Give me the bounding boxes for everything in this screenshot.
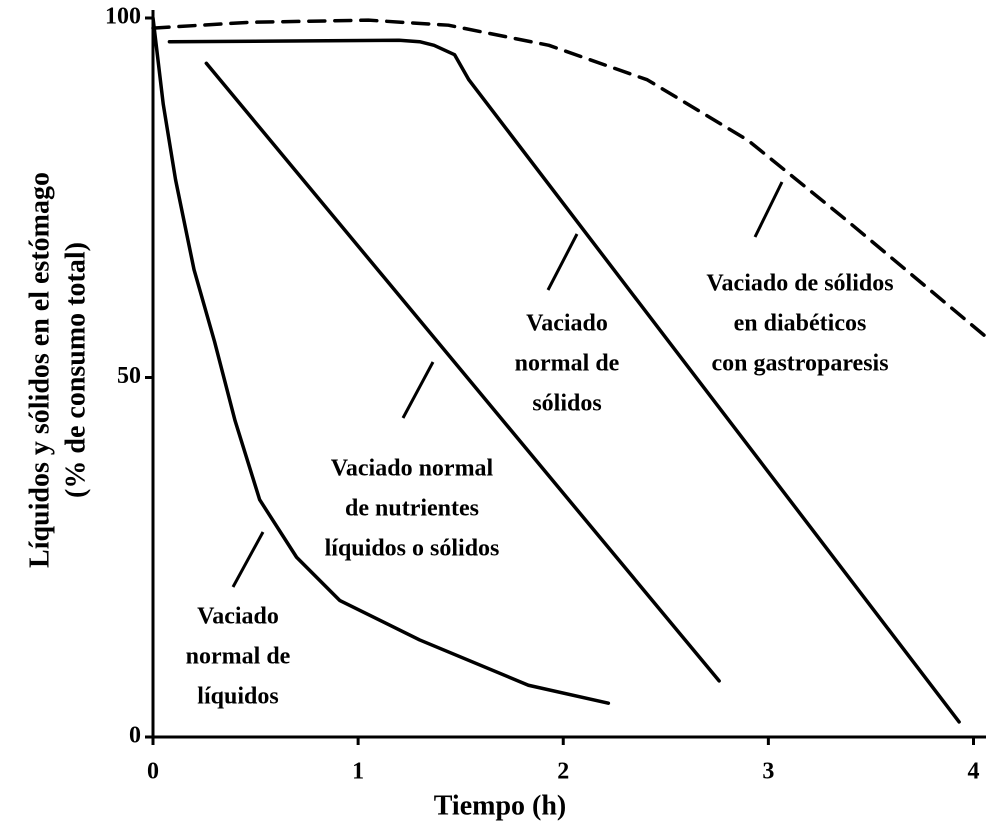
series-line (204, 61, 721, 683)
pointer (231, 531, 265, 588)
annotation: con gastroparesis (711, 351, 888, 377)
pointer (546, 233, 579, 291)
annotation: sólidos (532, 391, 601, 417)
series-line (167, 38, 961, 724)
y-tick-label: 100 (105, 4, 141, 30)
y-axis-label: Líquidos y sólidos en el estómago (24, 172, 55, 568)
x-tick-label: 0 (147, 759, 159, 785)
annotation: Vaciado (197, 604, 279, 630)
x-tick-label: 1 (352, 759, 364, 785)
y-tick-label: 0 (129, 723, 141, 749)
annotation: en diabéticos (734, 311, 867, 337)
series-line (151, 16, 611, 705)
annotation: Vaciado de sólidos (706, 271, 893, 297)
y-axis-label: (% de consumo total) (60, 242, 91, 498)
annotation: Vaciado (526, 311, 608, 337)
x-tick-label: 3 (762, 759, 774, 785)
pointers (231, 181, 784, 588)
annotation: líquidos (197, 684, 278, 710)
annotation: normal de (186, 644, 291, 670)
pointer (401, 361, 435, 419)
x-tick-label: 4 (967, 759, 979, 785)
annotation: normal de (515, 351, 620, 377)
series-line (151, 18, 992, 342)
annotation: Vaciado normal (331, 456, 494, 482)
annotation: líquidos o sólidos (325, 536, 500, 562)
annotation: de nutrientes (345, 496, 479, 522)
pointer (753, 181, 784, 238)
y-tick-label: 50 (117, 363, 141, 389)
x-axis-label: Tiempo (h) (434, 790, 567, 821)
x-tick-label: 2 (557, 759, 569, 785)
